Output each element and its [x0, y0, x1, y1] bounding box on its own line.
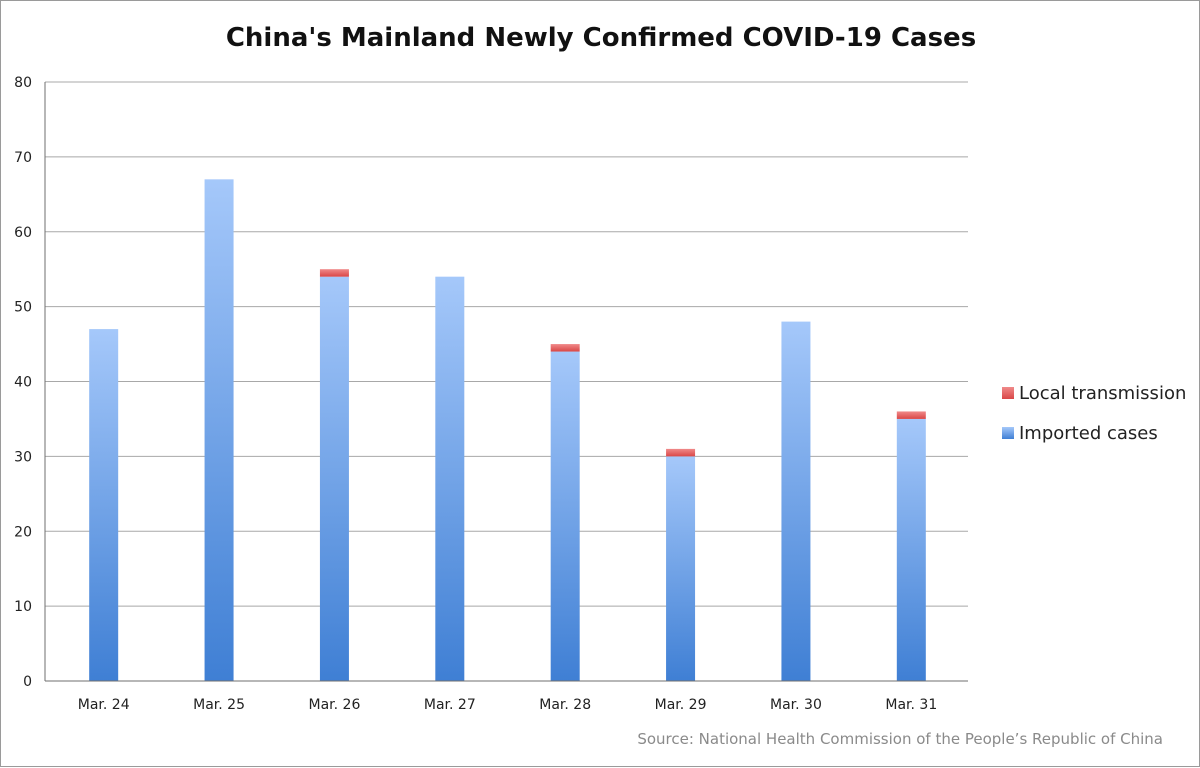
- y-tick-label: 70: [14, 150, 32, 166]
- y-tick-label: 80: [14, 75, 32, 91]
- bar-imported-cases: [435, 276, 465, 681]
- x-tick-label: Mar. 27: [424, 697, 476, 713]
- legend-swatch: [1002, 427, 1014, 439]
- bar-local-transmission: [550, 344, 580, 352]
- axes: 0 10 20 30 40 50 60 70 80 Mar. 24 Mar. 25 Mar. 26 Ma…: [14, 75, 968, 713]
- bars: [89, 179, 926, 681]
- y-tick-label: 50: [14, 300, 32, 316]
- x-tick-label: Mar. 28: [539, 697, 591, 713]
- legend-label: Local transmission: [1019, 383, 1186, 404]
- bar-local-transmission: [896, 411, 926, 419]
- y-tick-label: 60: [14, 225, 32, 241]
- legend-label: Imported cases: [1019, 423, 1158, 444]
- y-tick-label: 10: [14, 599, 32, 615]
- chart-title: China's Mainland Newly Confirmed COVID-1…: [225, 23, 977, 53]
- x-tick-label: Mar. 31: [885, 697, 937, 713]
- bar-imported-cases: [550, 351, 580, 681]
- source-note: Source: National Health Commission of th…: [637, 730, 1163, 748]
- x-tick-label: Mar. 29: [655, 697, 707, 713]
- bar-imported-cases: [781, 321, 811, 681]
- bar-imported-cases: [666, 456, 696, 681]
- legend-swatch: [1002, 387, 1014, 399]
- y-tick-label: 30: [14, 449, 32, 465]
- x-tick-label: Mar. 30: [770, 697, 822, 713]
- bar-imported-cases: [896, 418, 926, 681]
- legend: Local transmission Imported cases: [1002, 383, 1186, 444]
- bar-imported-cases: [319, 276, 349, 681]
- x-tick-label: Mar. 25: [193, 697, 245, 713]
- x-tick-label: Mar. 26: [309, 697, 361, 713]
- bar-local-transmission: [319, 269, 349, 277]
- y-tick-label: 0: [23, 674, 32, 690]
- grid-lines: [45, 81, 968, 607]
- bar-imported-cases: [89, 329, 119, 681]
- x-tick-label: Mar. 24: [78, 697, 130, 713]
- bar-local-transmission: [666, 448, 696, 457]
- y-tick-label: 40: [14, 375, 32, 391]
- y-tick-label: 20: [14, 524, 32, 540]
- bar-imported-cases: [204, 179, 234, 681]
